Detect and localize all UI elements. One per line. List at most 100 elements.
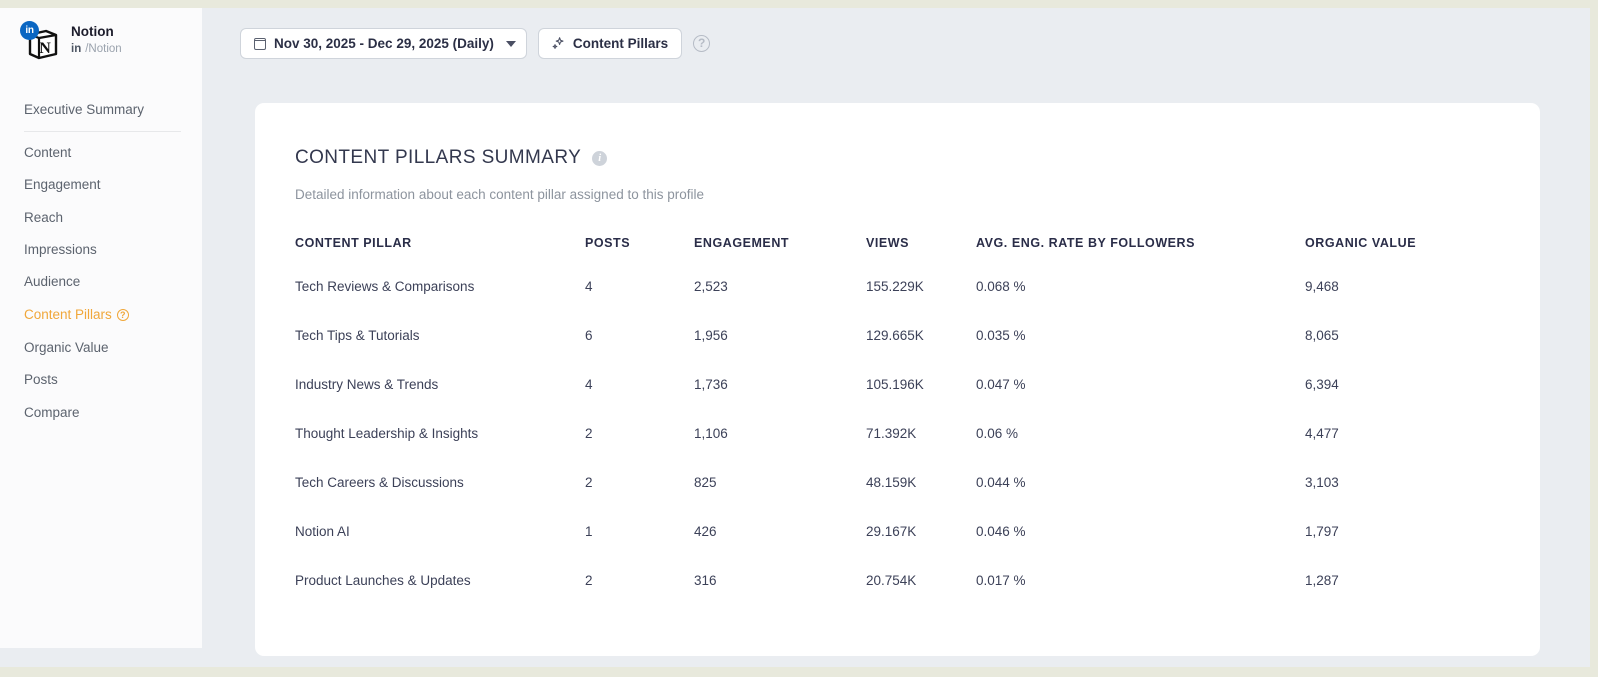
sidebar-item-label: Engagement — [24, 177, 101, 192]
sidebar-item-reach[interactable]: Reach — [24, 209, 63, 226]
cell-posts: 2 — [585, 573, 593, 588]
table-row[interactable]: Thought Leadership & Insights 2 1,106 71.39… — [295, 409, 1500, 458]
cell-organic-value: 8,065 — [1305, 328, 1339, 343]
cell-avg-eng-rate: 0.044 % — [976, 475, 1026, 490]
column-header-avg-eng-rate[interactable]: AVG. ENG. RATE BY FOLLOWERS — [976, 236, 1196, 250]
sidebar-item-label: Organic Value — [24, 340, 109, 355]
cell-engagement: 316 — [694, 573, 717, 588]
cell-views: 20.754K — [866, 573, 917, 588]
cell-organic-value: 1,797 — [1305, 524, 1339, 539]
profile-header[interactable]: in N Notion in /Notion — [20, 21, 122, 63]
table-row[interactable]: Product Launches & Updates 2 316 20.754K 0.0… — [295, 556, 1500, 605]
date-range-picker[interactable]: Nov 30, 2025 - Dec 29, 2025 (Daily) — [240, 28, 527, 59]
cell-avg-eng-rate: 0.06 % — [976, 426, 1019, 441]
cell-pillar-name: Notion AI — [295, 524, 350, 539]
table-row[interactable]: Industry News & Trends 4 1,736 105.196K 0.04… — [295, 360, 1500, 409]
sidebar-item-posts[interactable]: Posts — [24, 371, 58, 388]
cell-views: 71.392K — [866, 426, 917, 441]
cell-views: 29.167K — [866, 524, 917, 539]
app-frame: in N Notion in /Notion Executive Summary — [0, 8, 1590, 667]
help-icon-label: ? — [697, 36, 706, 50]
cell-avg-eng-rate: 0.046 % — [976, 524, 1026, 539]
sidebar-item-label: Reach — [24, 210, 64, 225]
avatar: in N — [20, 21, 62, 63]
cell-avg-eng-rate: 0.017 % — [976, 573, 1026, 588]
help-circle-icon[interactable]: ? — [116, 309, 129, 321]
page-title: CONTENT PILLARS SUMMARY — [295, 147, 582, 168]
sidebar-item-impressions[interactable]: Impressions — [24, 241, 97, 258]
card-subtitle: Detailed information about each content … — [295, 187, 704, 202]
sidebar-item-label: Impressions — [24, 242, 97, 257]
profile-name: Notion — [71, 24, 114, 39]
sidebar-item-label: Audience — [24, 274, 81, 289]
cell-posts: 2 — [585, 475, 593, 490]
info-icon[interactable]: i — [592, 150, 608, 166]
table-header-row: CONTENT PILLAR POSTS ENGAGEMENT VIEWS AV… — [295, 236, 1500, 262]
sparkle-icon — [552, 36, 565, 51]
sidebar-item-label: Content Pillars — [24, 307, 112, 322]
content-pillars-table: CONTENT PILLAR POSTS ENGAGEMENT VIEWS AV… — [295, 236, 1500, 605]
cell-posts: 4 — [585, 377, 593, 392]
sidebar-item-content-pillars[interactable]: Content Pillars? — [24, 306, 129, 323]
help-circle-icon[interactable]: ? — [693, 35, 711, 52]
sidebar-item-label: Executive Summary — [24, 102, 145, 117]
column-header-organic-value[interactable]: ORGANIC VALUE — [1305, 236, 1417, 250]
cell-posts: 2 — [585, 426, 593, 441]
notion-cube-logo: N — [28, 29, 58, 60]
cell-views: 48.159K — [866, 475, 917, 490]
column-header-content-pillar[interactable]: CONTENT PILLAR — [295, 236, 412, 250]
toolbar: Nov 30, 2025 - Dec 29, 2025 (Daily) Cont… — [240, 28, 711, 59]
calendar-icon — [253, 37, 267, 50]
cell-posts: 1 — [585, 524, 593, 539]
sidebar-item-label: Compare — [24, 405, 80, 420]
column-header-posts[interactable]: POSTS — [585, 236, 631, 250]
table-row[interactable]: Tech Careers & Discussions 2 825 48.159K 0.0… — [295, 458, 1500, 507]
cell-organic-value: 4,477 — [1305, 426, 1339, 441]
sidebar-item-audience[interactable]: Audience — [24, 273, 80, 290]
sidebar-item-content[interactable]: Content — [24, 144, 71, 161]
table-row[interactable]: Tech Tips & Tutorials 6 1,956 129.665K 0.035… — [295, 311, 1500, 360]
cell-posts: 6 — [585, 328, 593, 343]
cell-pillar-name: Thought Leadership & Insights — [295, 426, 479, 441]
table-row[interactable]: Tech Reviews & Comparisons 4 2,523 155.229K… — [295, 262, 1500, 311]
cell-pillar-name: Tech Reviews & Comparisons — [295, 279, 475, 294]
cell-engagement: 426 — [694, 524, 717, 539]
cell-pillar-name: Tech Careers & Discussions — [295, 475, 464, 490]
profile-network-label: in — [71, 43, 82, 55]
profile-handle: /Notion — [85, 43, 122, 55]
cell-engagement: 1,106 — [694, 426, 728, 441]
sidebar-item-engagement[interactable]: Engagement — [24, 176, 101, 193]
cell-pillar-name: Product Launches & Updates — [295, 573, 471, 588]
sidebar-item-compare[interactable]: Compare — [24, 404, 80, 421]
sidebar-item-label: Posts — [24, 372, 58, 387]
cell-views: 129.665K — [866, 328, 924, 343]
sidebar: in N Notion in /Notion Executive Summary — [0, 8, 202, 648]
cell-organic-value: 9,468 — [1305, 279, 1339, 294]
cell-avg-eng-rate: 0.035 % — [976, 328, 1026, 343]
svg-text:N: N — [39, 40, 51, 57]
date-range-label: Nov 30, 2025 - Dec 29, 2025 (Daily) — [274, 36, 494, 51]
sidebar-item-label: Content — [24, 145, 72, 160]
cell-views: 105.196K — [866, 377, 924, 392]
cell-pillar-name: Tech Tips & Tutorials — [295, 328, 420, 343]
cell-posts: 4 — [585, 279, 593, 294]
table-row[interactable]: Notion AI 1 426 29.167K 0.046 % 1,797 — [295, 507, 1500, 556]
cell-avg-eng-rate: 0.068 % — [976, 279, 1026, 294]
cell-organic-value: 6,394 — [1305, 377, 1339, 392]
column-header-views[interactable]: VIEWS — [866, 236, 910, 250]
content-pillars-button-label: Content Pillars — [572, 36, 669, 51]
column-header-engagement[interactable]: ENGAGEMENT — [694, 236, 790, 250]
cell-organic-value: 1,287 — [1305, 573, 1339, 588]
cell-engagement: 1,956 — [694, 328, 728, 343]
cell-engagement: 1,736 — [694, 377, 728, 392]
linkedin-icon: in — [20, 21, 39, 40]
cell-engagement: 2,523 — [694, 279, 728, 294]
cell-organic-value: 3,103 — [1305, 475, 1339, 490]
card-header: CONTENT PILLARS SUMMARY i — [295, 147, 608, 169]
sidebar-item-organic-value[interactable]: Organic Value — [24, 339, 109, 356]
content-pillars-button[interactable]: Content Pillars — [537, 28, 683, 59]
sidebar-divider — [24, 131, 181, 132]
cell-avg-eng-rate: 0.047 % — [976, 377, 1026, 392]
sidebar-item-executive-summary[interactable]: Executive Summary — [24, 101, 144, 118]
cell-views: 155.229K — [866, 279, 924, 294]
